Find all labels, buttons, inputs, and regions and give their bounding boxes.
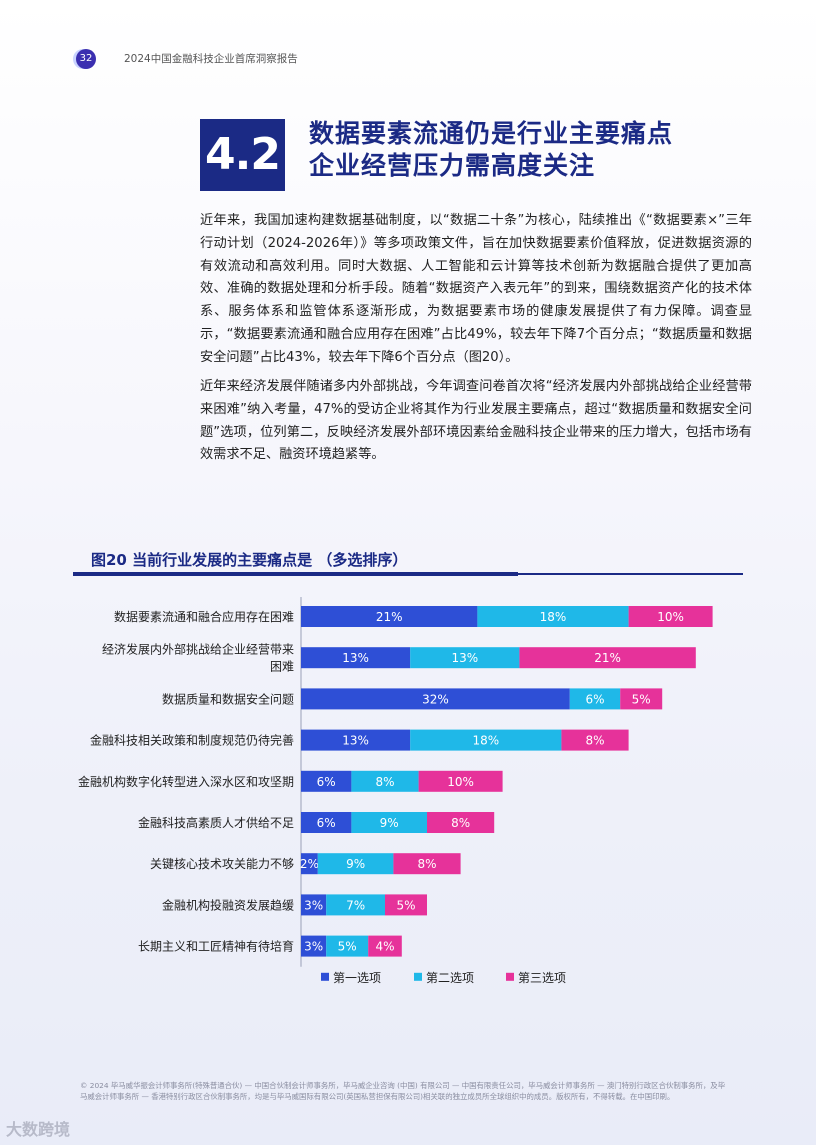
data-label: 10%: [447, 775, 474, 789]
bar-segment: [326, 935, 369, 957]
bar-segment: [477, 606, 629, 627]
category-label: 金融机构数字化转型进入深水区和攻坚期: [78, 774, 294, 789]
data-label: 3%: [304, 898, 323, 912]
bar-segment: [326, 894, 385, 916]
data-label: 13%: [342, 734, 369, 748]
section-title-line2: 企业经营压力需高度关注: [309, 151, 596, 180]
bar-segment: [418, 770, 503, 792]
data-label: 18%: [472, 734, 499, 748]
figure-title: 图20 当前行业发展的主要痛点是 （多选排序）: [91, 551, 408, 569]
data-label: 21%: [594, 651, 621, 665]
bar-segment: [351, 770, 419, 792]
bar-segment: [301, 894, 327, 916]
legend-label: 第三选项: [518, 971, 566, 985]
data-label: 5%: [632, 692, 651, 706]
bar-segment: [317, 853, 394, 875]
report-title: 2024中国金融科技企业首席洞察报告: [124, 53, 298, 65]
category-label: 经济发展内外部挑战给企业经营带来: [102, 642, 294, 657]
bar-segment: [427, 812, 495, 833]
data-label: 5%: [338, 940, 357, 954]
legend-swatch: [321, 972, 329, 981]
bar-segment: [301, 688, 570, 710]
legend-label: 第一选项: [333, 971, 381, 985]
stacked-bar-chart: 数据要素流通和融合应用存在困难 21% 18% 10% 经济发展内外部挑战给企业经营带来…: [78, 597, 713, 985]
data-label: 8%: [375, 775, 394, 789]
section-number: 4.2: [200, 119, 285, 191]
footer-copyright: © 2024 毕马威华振会计师事务所(特殊普通合伙) — 中国合伙制会计师事务所…: [80, 1081, 726, 1101]
body-paragraph-1: 近年来，我国加速构建数据基础制度，以“数据二十条”为核心，陆续推出《“数据要素×…: [200, 213, 752, 365]
bar-segment: [385, 894, 427, 916]
data-label: 21%: [376, 610, 403, 624]
data-label: 10%: [657, 610, 684, 624]
legend-swatch: [414, 972, 422, 981]
section-title-line1: 数据要素流通仍是行业主要痛点: [309, 119, 674, 148]
data-label: 4%: [375, 940, 394, 954]
legend-swatch: [506, 972, 514, 981]
data-label: 13%: [342, 651, 369, 665]
data-label: 8%: [585, 734, 604, 748]
data-label: 32%: [422, 692, 449, 706]
data-label: 5%: [396, 898, 415, 912]
data-label: 18%: [540, 610, 567, 624]
section-title: 数据要素流通仍是行业主要痛点 企业经营压力需高度关注: [309, 118, 673, 182]
bar-segment: [301, 647, 411, 669]
bar-segment: [301, 812, 352, 833]
legend-label: 第二选项: [426, 971, 474, 985]
data-label: 6%: [317, 775, 336, 789]
data-label: 13%: [451, 651, 478, 665]
bar-segment: [620, 688, 663, 710]
category-label: 困难: [270, 660, 294, 674]
bar-segment: [393, 853, 461, 875]
data-label: 6%: [585, 692, 604, 706]
bar-segment: [301, 606, 478, 627]
category-label: 长期主义和工匠精神有待培育: [138, 939, 294, 954]
category-label: 关键核心技术攻关能力不够: [150, 857, 294, 871]
category-label: 数据质量和数据安全问题: [162, 691, 294, 706]
watermark: 大数跨境: [6, 1120, 71, 1139]
bar-segment: [519, 647, 696, 669]
category-label: 金融科技高素质人才供给不足: [138, 815, 294, 830]
bar-segment: [561, 729, 629, 751]
bar-segment: [301, 729, 411, 751]
page-number-badge: 32: [76, 49, 96, 69]
bar-segment: [301, 853, 318, 875]
bar-segment: [351, 812, 427, 833]
bar-segment: [301, 770, 352, 792]
category-label: 金融科技相关政策和制度规范仍待完善: [90, 733, 294, 748]
data-label: 2%: [300, 857, 319, 871]
bar-segment: [628, 606, 713, 627]
data-label: 3%: [304, 940, 323, 954]
data-label: 8%: [417, 857, 436, 871]
bar-segment: [569, 688, 621, 710]
bar-segment: [410, 729, 562, 751]
data-label: 9%: [380, 816, 399, 830]
category-label: 金融机构投融资发展趋缓: [162, 897, 294, 912]
body-paragraph-2: 近年来经济发展伴随诸多内外部挑战，今年调查问卷首次将“经济发展内外部挑战给企业经…: [200, 379, 752, 463]
bar-segment: [301, 935, 327, 957]
data-label: 7%: [346, 898, 365, 912]
bar-segment: [410, 647, 520, 669]
data-label: 6%: [317, 816, 336, 830]
figure-divider-accent: [73, 572, 518, 576]
category-label: 数据要素流通和融合应用存在困难: [114, 609, 294, 624]
bar-segment: [368, 935, 402, 957]
data-label: 8%: [451, 816, 470, 830]
data-label: 9%: [346, 857, 365, 871]
